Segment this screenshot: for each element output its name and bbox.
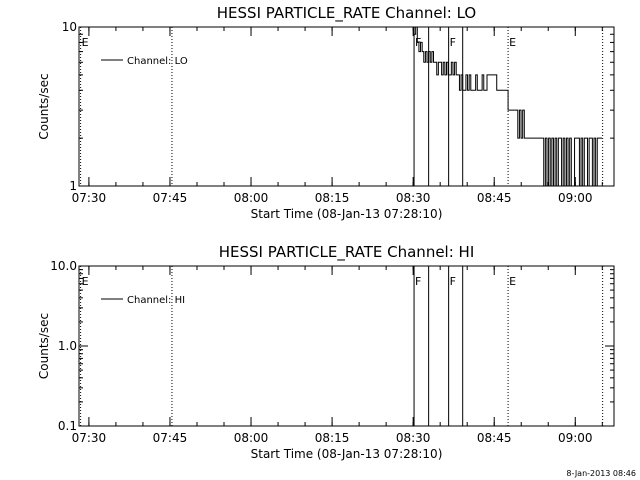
y-axis-label: Counts/sec — [37, 313, 51, 379]
x-tick-label: 09:00 — [558, 431, 593, 445]
x-tick-label: 07:45 — [153, 431, 188, 445]
x-tick-label: 08:00 — [234, 431, 269, 445]
plot-frame — [78, 265, 615, 427]
chart-title: HESSI PARTICLE_RATE Channel: HI — [219, 243, 475, 262]
y-tick-label: 10.0 — [50, 259, 77, 273]
x-tick-label: 08:15 — [315, 191, 350, 205]
x-tick-label: 08:15 — [315, 431, 350, 445]
event-marker-label: E — [509, 275, 516, 288]
event-marker-label: F — [450, 275, 456, 288]
event-marker-label: E — [82, 36, 89, 49]
plot-frame — [78, 26, 615, 187]
y-axis-label: Counts/sec — [37, 73, 51, 139]
x-tick-label: 08:45 — [477, 191, 512, 205]
legend-label: Channel: LO — [127, 56, 188, 67]
x-tick-label: 09:00 — [558, 191, 593, 205]
chart-panel-lo: HESSI PARTICLE_RATE Channel: LO Start Ti… — [37, 4, 615, 221]
event-marker-label: E — [82, 275, 89, 288]
event-marker-label: F — [450, 36, 456, 49]
x-tick-label: 07:30 — [72, 191, 107, 205]
series-line — [414, 26, 603, 187]
y-tick-label: 10 — [62, 20, 77, 34]
footer-timestamp: 8-Jan-2013 08:46 — [566, 469, 636, 478]
chart-title: HESSI PARTICLE_RATE Channel: LO — [217, 4, 476, 23]
x-tick-label: 08:00 — [234, 191, 269, 205]
x-axis-label: Start Time (08-Jan-13 07:28:10) — [251, 207, 443, 221]
chart-panel-hi: HESSI PARTICLE_RATE Channel: HI Start Ti… — [37, 243, 615, 461]
event-marker-label: E — [509, 36, 516, 49]
x-tick-label: 07:30 — [72, 431, 107, 445]
y-tick-label: 0.1 — [58, 419, 77, 433]
event-marker-label: F — [415, 275, 421, 288]
x-tick-label: 08:30 — [396, 191, 431, 205]
x-tick-label: 08:30 — [396, 431, 431, 445]
y-tick-label: 1.0 — [58, 339, 77, 353]
y-tick-label: 1 — [69, 179, 77, 193]
x-axis-label: Start Time (08-Jan-13 07:28:10) — [251, 447, 443, 461]
x-tick-label: 07:45 — [153, 191, 188, 205]
x-tick-label: 08:45 — [477, 431, 512, 445]
legend-label: Channel: HI — [127, 295, 185, 306]
